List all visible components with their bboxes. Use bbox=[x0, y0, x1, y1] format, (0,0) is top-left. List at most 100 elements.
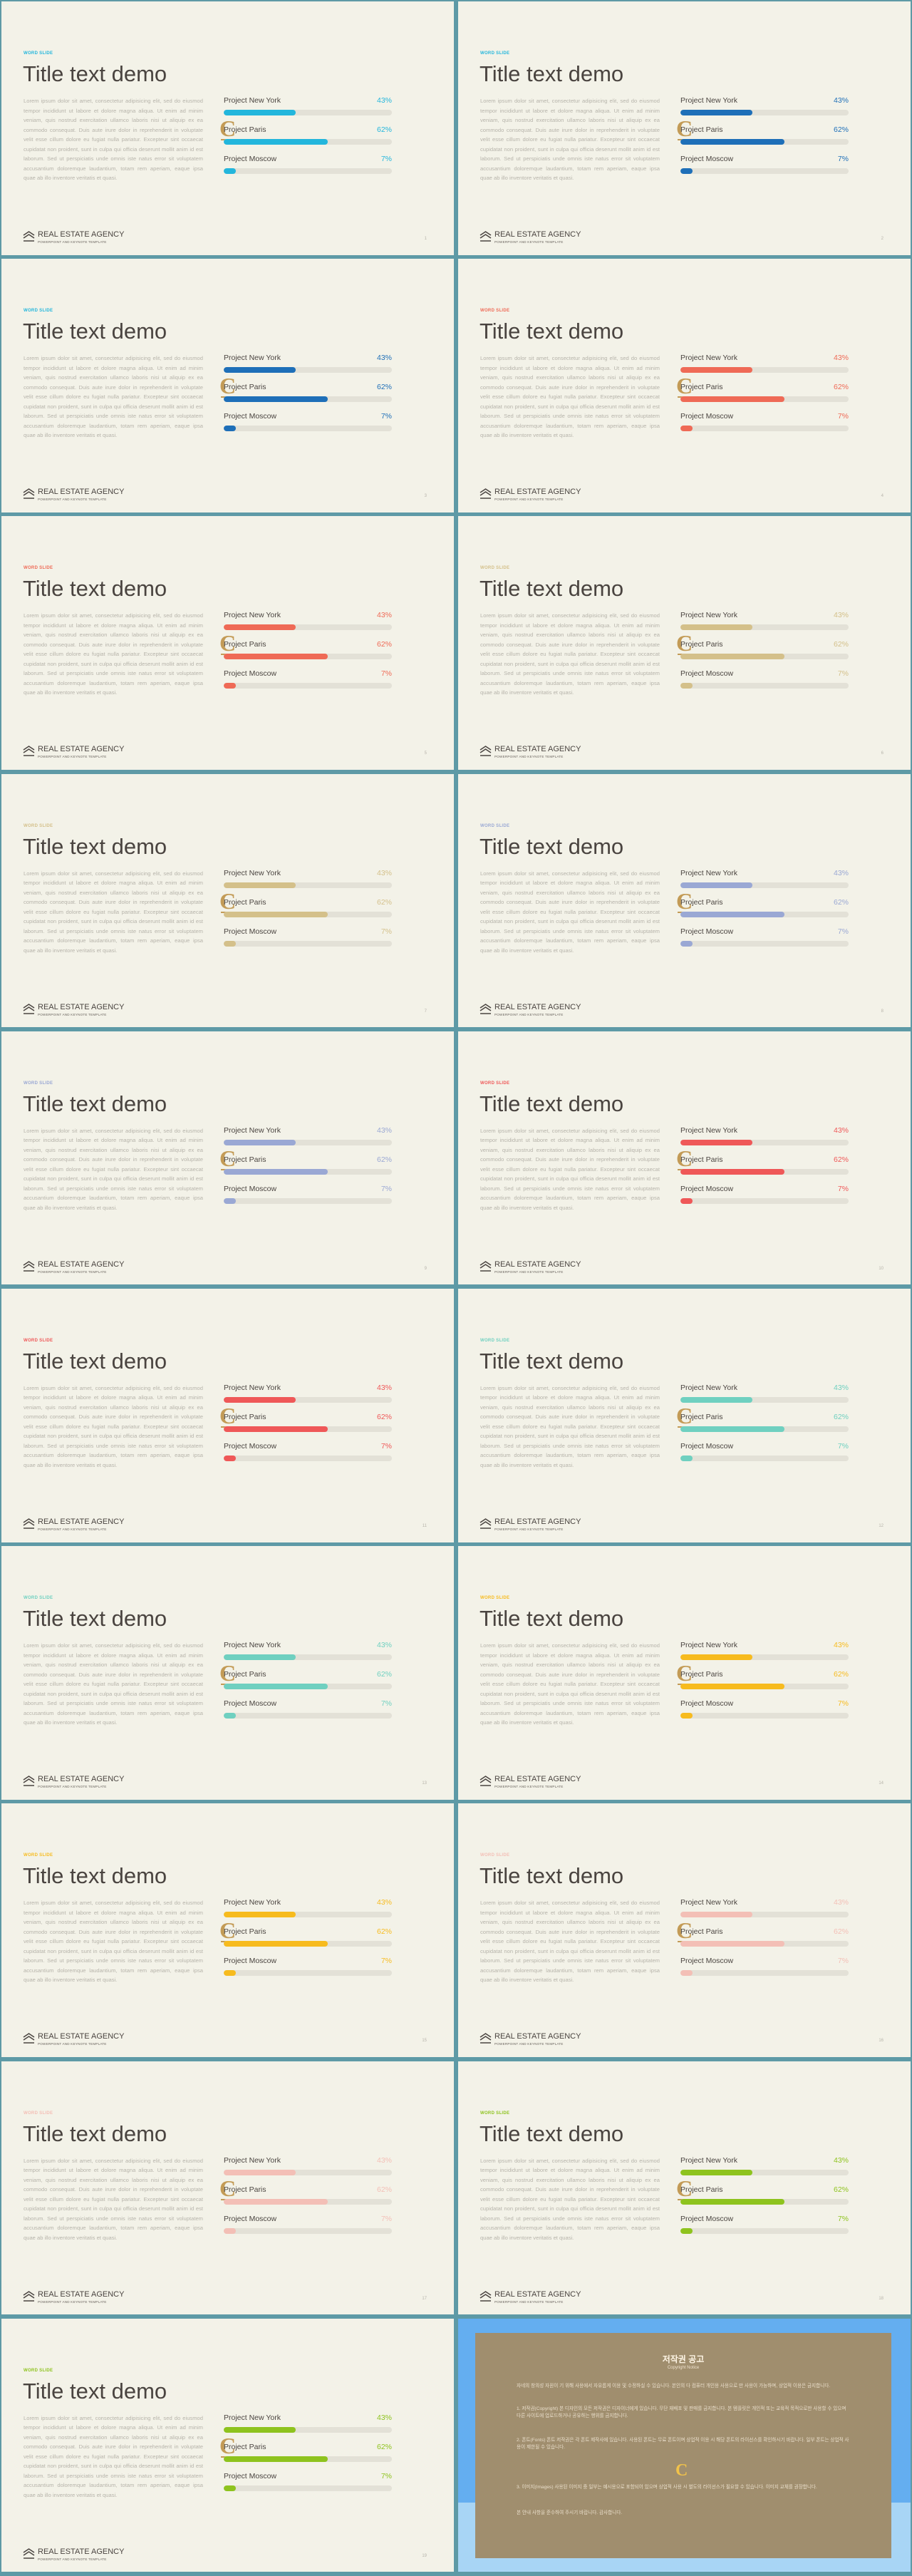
slide-title: Title text demo bbox=[480, 2121, 624, 2146]
progress-bars: Project New York 43% Project Paris 62% P… bbox=[224, 1126, 392, 1214]
progress-row: Project Paris 62% bbox=[680, 640, 849, 669]
slide-tag: WORD SLIDE bbox=[24, 1853, 53, 1858]
project-percent: 43% bbox=[833, 611, 849, 620]
brand-name: REAL ESTATE AGENCY bbox=[38, 1517, 125, 1526]
progress-fill bbox=[680, 2169, 753, 2175]
slide[interactable]: WORD SLIDE Title text demo Lorem ipsum d… bbox=[1, 2061, 454, 2315]
slide[interactable]: WORD SLIDE Title text demo Lorem ipsum d… bbox=[458, 773, 911, 1028]
progress-fill bbox=[224, 139, 328, 145]
slide[interactable]: WORD SLIDE Title text demo Lorem ipsum d… bbox=[458, 2061, 911, 2315]
slide[interactable]: WORD SLIDE Title text demo Lorem ipsum d… bbox=[458, 1, 911, 255]
project-label: Project Moscow bbox=[680, 412, 734, 421]
page-number: 6 bbox=[881, 751, 884, 756]
slide-body-text: Lorem ipsum dolor sit amet, consectetur … bbox=[24, 1900, 203, 1984]
slide[interactable]: WORD SLIDE Title text demo Lorem ipsum d… bbox=[1, 516, 454, 770]
project-percent: 7% bbox=[380, 1699, 392, 1709]
progress-fill bbox=[224, 940, 236, 947]
slide-title: Title text demo bbox=[23, 2121, 167, 2146]
progress-row: Project Moscow 7% bbox=[224, 1185, 392, 1214]
project-label: Project Moscow bbox=[224, 669, 277, 679]
progress-track bbox=[224, 1197, 392, 1204]
project-label: Project Moscow bbox=[680, 927, 734, 936]
progress-bars: Project New York 43% Project Paris 62% P… bbox=[224, 96, 392, 184]
progress-row: Project New York 43% bbox=[224, 1898, 392, 1927]
project-label: Project Moscow bbox=[680, 1441, 734, 1451]
progress-track bbox=[680, 367, 849, 373]
progress-row: Project Paris 62% bbox=[680, 1670, 849, 1699]
progress-track bbox=[680, 654, 849, 660]
slide[interactable]: WORD SLIDE Title text demo Lorem ipsum d… bbox=[458, 1031, 911, 1285]
progress-bars: Project New York 43% Project Paris 62% P… bbox=[224, 2156, 392, 2244]
project-percent: 62% bbox=[376, 1670, 392, 1679]
brand-subtitle: POWERPOINT AND KEYNOTE TEMPLATE bbox=[494, 755, 564, 759]
progress-track bbox=[224, 1396, 392, 1403]
progress-fill bbox=[224, 2456, 328, 2462]
project-label: Project New York bbox=[224, 2413, 281, 2422]
slide[interactable]: WORD SLIDE Title text demo Lorem ipsum d… bbox=[1, 773, 454, 1028]
project-percent: 62% bbox=[833, 125, 849, 134]
progress-fill bbox=[224, 882, 296, 888]
progress-bars: Project New York 43% Project Paris 62% P… bbox=[224, 1384, 392, 1471]
project-label: Project Moscow bbox=[224, 1184, 277, 1193]
slide[interactable]: WORD SLIDE Title text demo Lorem ipsum d… bbox=[458, 1546, 911, 1800]
progress-bars: Project New York 43% Project Paris 62% P… bbox=[680, 869, 849, 957]
slide[interactable]: WORD SLIDE Title text demo Lorem ipsum d… bbox=[1, 1803, 454, 2057]
project-label: Project Moscow bbox=[224, 155, 277, 163]
slide[interactable]: WORD SLIDE Title text demo Lorem ipsum d… bbox=[1, 1031, 454, 1285]
house-logo-icon bbox=[480, 746, 492, 757]
progress-fill bbox=[224, 1426, 328, 1432]
copyright-slide[interactable]: 저작권 공고 Copyright Notice 자네의 창의성 자원이 기 위해… bbox=[458, 2318, 911, 2572]
slide[interactable]: WORD SLIDE Title text demo Lorem ipsum d… bbox=[1, 2318, 454, 2572]
progress-fill bbox=[224, 2198, 328, 2205]
copyright-paragraph: 3. 이미지(Images) 사용된 이미지 중 일부는 예시용으로 포함되어 … bbox=[517, 2484, 817, 2490]
project-label: Project New York bbox=[224, 1383, 281, 1392]
slide[interactable]: WORD SLIDE Title text demo Lorem ipsum d… bbox=[1, 1288, 454, 1542]
page-number: 12 bbox=[879, 1523, 884, 1528]
progress-bars: Project New York 43% Project Paris 62% P… bbox=[680, 1126, 849, 1214]
progress-bars: Project New York 43% Project Paris 62% P… bbox=[224, 2413, 392, 2501]
slide[interactable]: WORD SLIDE Title text demo Lorem ipsum d… bbox=[458, 516, 911, 770]
project-percent: 62% bbox=[376, 383, 392, 392]
slide[interactable]: WORD SLIDE Title text demo Lorem ipsum d… bbox=[1, 1, 454, 255]
project-percent: 43% bbox=[376, 1641, 392, 1650]
page-number: 19 bbox=[422, 2553, 427, 2558]
progress-row: Project Moscow 7% bbox=[680, 1957, 849, 1986]
project-label: Project Moscow bbox=[680, 155, 734, 163]
project-percent: 62% bbox=[833, 1927, 849, 1937]
project-percent: 62% bbox=[833, 897, 849, 907]
progress-row: Project Paris 62% bbox=[680, 1927, 849, 1957]
house-logo-icon bbox=[23, 1003, 35, 1014]
slide-tag: WORD SLIDE bbox=[24, 823, 53, 828]
progress-fill bbox=[680, 1197, 693, 1204]
page-number: 5 bbox=[424, 751, 427, 756]
progress-fill bbox=[224, 2485, 236, 2491]
brand-subtitle: POWERPOINT AND KEYNOTE TEMPLATE bbox=[494, 1012, 564, 1016]
slide[interactable]: WORD SLIDE Title text demo Lorem ipsum d… bbox=[458, 259, 911, 512]
progress-bars: Project New York 43% Project Paris 62% P… bbox=[680, 1384, 849, 1471]
brand-name: REAL ESTATE AGENCY bbox=[494, 2032, 581, 2041]
slide[interactable]: WORD SLIDE Title text demo Lorem ipsum d… bbox=[1, 259, 454, 512]
progress-fill bbox=[680, 1654, 753, 1661]
project-percent: 7% bbox=[380, 669, 392, 679]
progress-row: Project New York 43% bbox=[224, 1641, 392, 1670]
project-percent: 43% bbox=[833, 354, 849, 363]
progress-fill bbox=[680, 1684, 785, 1690]
slide[interactable]: WORD SLIDE Title text demo Lorem ipsum d… bbox=[458, 1803, 911, 2057]
project-label: Project Moscow bbox=[224, 2471, 277, 2480]
project-label: Project Moscow bbox=[680, 1184, 734, 1193]
slide[interactable]: WORD SLIDE Title text demo Lorem ipsum d… bbox=[1, 1546, 454, 1800]
house-logo-icon bbox=[23, 1518, 35, 1529]
progress-track bbox=[224, 2426, 392, 2433]
progress-fill bbox=[224, 367, 296, 373]
progress-fill bbox=[680, 1426, 785, 1432]
progress-fill bbox=[680, 1970, 693, 1977]
progress-track bbox=[224, 139, 392, 145]
project-percent: 43% bbox=[833, 1125, 849, 1135]
project-percent: 7% bbox=[837, 669, 849, 679]
project-label: Project Moscow bbox=[224, 1957, 277, 1966]
slide[interactable]: WORD SLIDE Title text demo Lorem ipsum d… bbox=[458, 1288, 911, 1542]
project-label: Project New York bbox=[680, 1383, 737, 1392]
project-label: Project Paris bbox=[224, 383, 266, 392]
progress-track bbox=[224, 1654, 392, 1661]
